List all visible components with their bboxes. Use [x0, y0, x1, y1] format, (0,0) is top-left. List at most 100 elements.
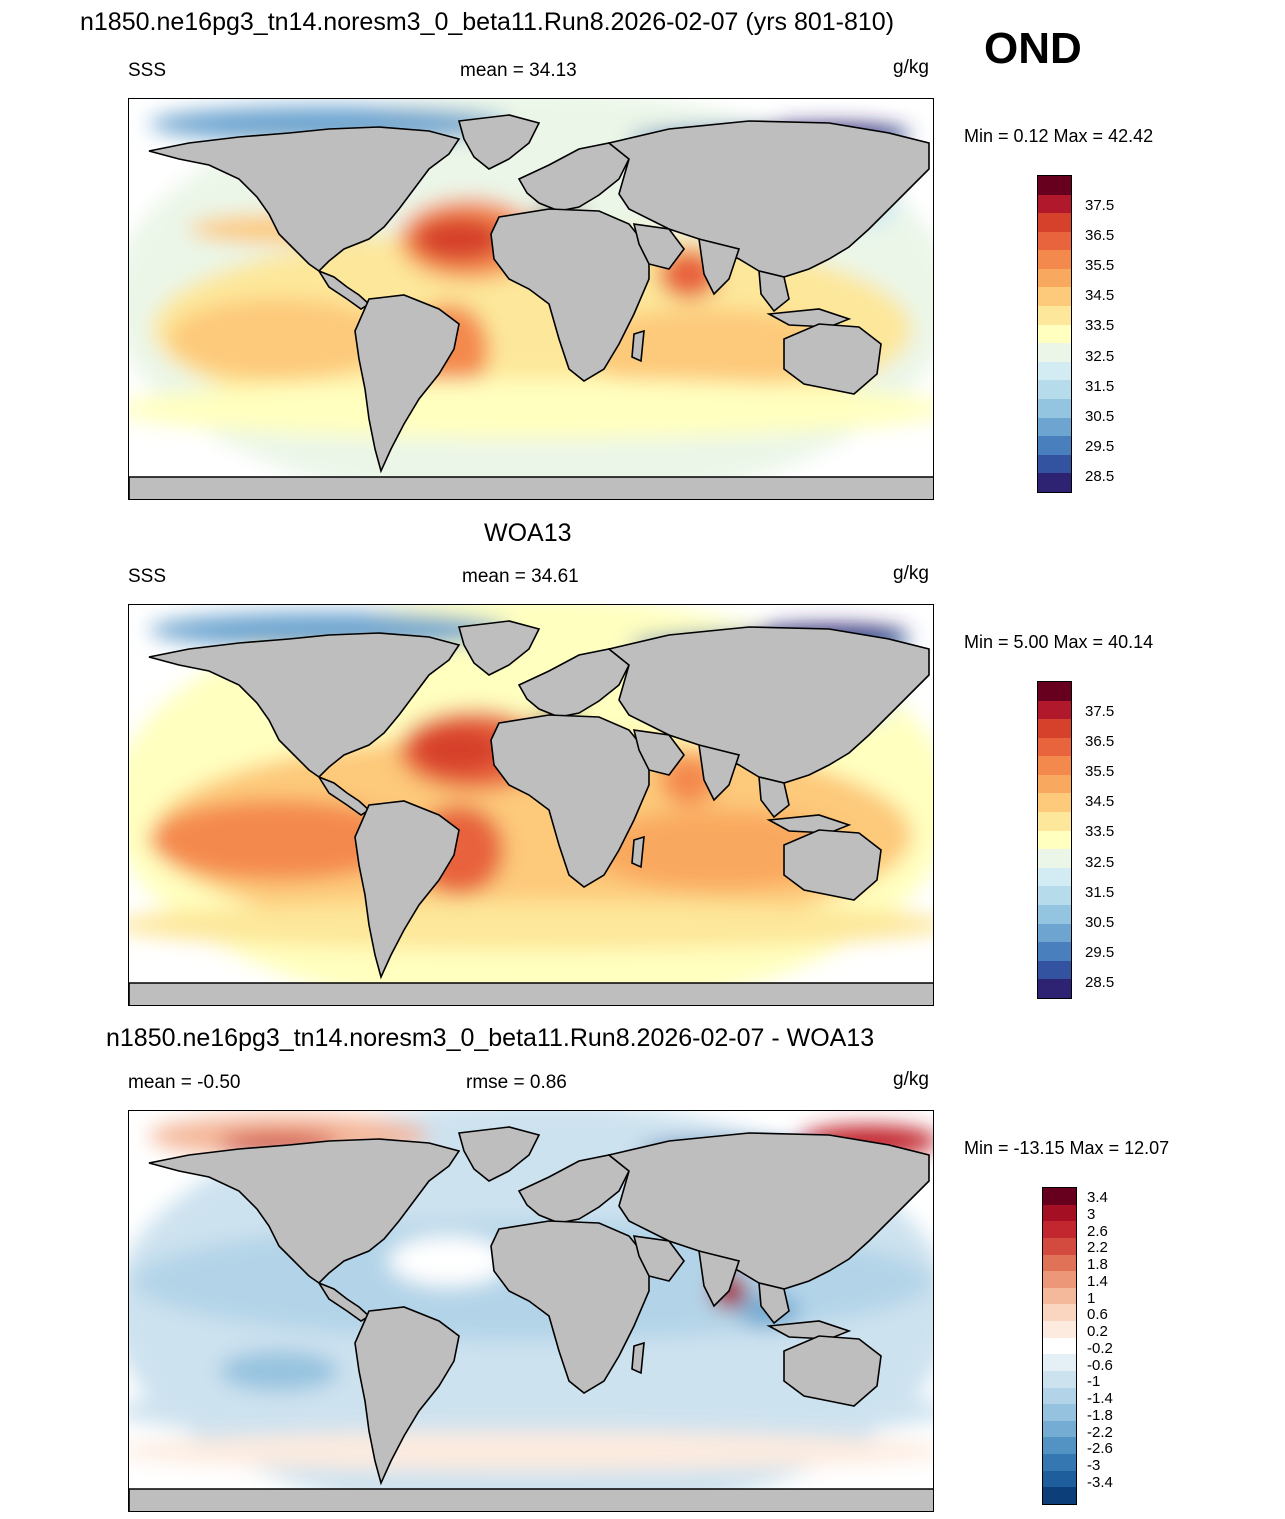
continent-europe — [517, 142, 631, 212]
colorbar-segment — [1038, 473, 1071, 492]
colorbar-segment — [1038, 979, 1071, 998]
salinity-region — [129, 1431, 933, 1471]
continent-seAsia — [758, 1281, 790, 1325]
land-mask — [129, 620, 933, 1005]
colorbar-tick-label: -3.4 — [1087, 1473, 1113, 1491]
colorbar-segment — [1038, 867, 1071, 887]
continent-asia — [607, 1132, 930, 1290]
colorbar-tick-label: -2.2 — [1087, 1423, 1113, 1441]
colorbar-segment — [1043, 1487, 1076, 1504]
continent-arabia — [632, 1235, 685, 1282]
colorbar-tick-label: -0.2 — [1087, 1339, 1113, 1357]
colorbar-tick-label: -2.6 — [1087, 1440, 1113, 1458]
panel-2-colorbar — [1037, 681, 1072, 999]
colorbar-segment — [1038, 324, 1071, 344]
colorbar-tick-label: 31.5 — [1085, 883, 1115, 901]
colorbar-segment — [1043, 1287, 1076, 1305]
colorbar-segment — [1038, 454, 1071, 474]
colorbar-segment — [1038, 793, 1071, 813]
continent-indonesia — [766, 1320, 852, 1340]
colorbar-tick-label: 35.5 — [1085, 257, 1115, 275]
colorbar-tick-label: 34.5 — [1085, 287, 1115, 305]
colorbar-segment — [1038, 737, 1071, 757]
salinity-region — [129, 1381, 933, 1441]
colorbar-segment — [1043, 1437, 1076, 1454]
continent-australia — [783, 829, 882, 901]
colorbar-segment — [1038, 700, 1071, 720]
colorbar-segment — [1043, 1321, 1076, 1338]
colorbar-tick-label: -1.4 — [1087, 1390, 1113, 1407]
salinity-region — [414, 217, 504, 261]
land-mask — [129, 114, 933, 499]
continent-indonesia — [766, 308, 852, 328]
panel-3-colorbar — [1042, 1187, 1077, 1505]
panel-3-center-label: rmse = 0.86 — [466, 1072, 567, 1093]
colorbar-segment — [1038, 250, 1071, 269]
season-label: OND — [984, 24, 1082, 73]
continent-madagascar — [631, 329, 645, 363]
continent-africa — [490, 714, 650, 888]
panel-2-title: WOA13 — [484, 519, 572, 547]
colorbar-segment — [1043, 1204, 1076, 1222]
colorbar-tick-label: 37.5 — [1085, 703, 1115, 720]
panel-1-left-label: SSS — [128, 60, 167, 81]
colorbar-segment — [1038, 287, 1071, 307]
continent-antarctica — [129, 982, 933, 1005]
colorbar-segment — [1043, 1188, 1076, 1205]
continent-india — [698, 1249, 741, 1308]
panel-1-minmax: Min = 0.12 Max = 42.42 — [964, 126, 1154, 146]
continent-india — [698, 743, 741, 802]
colorbar-tick-label: 30.5 — [1085, 407, 1115, 425]
colorbar-segment — [1043, 1254, 1076, 1272]
colorbar-segment — [1038, 361, 1071, 381]
colorbar-segment — [1038, 398, 1071, 418]
continent-africa — [490, 208, 650, 382]
continent-europe — [517, 648, 631, 718]
salinity-region — [129, 379, 933, 439]
colorbar-tick-label: 3 — [1087, 1205, 1096, 1223]
colorbar-tick-label: -0.6 — [1087, 1356, 1113, 1374]
colorbar-segment — [1038, 960, 1071, 980]
colorbar-segment — [1038, 268, 1071, 288]
continent-australia — [783, 1335, 882, 1407]
panel-3-minmax: Min = -13.15 Max = 12.07 — [964, 1138, 1170, 1158]
continent-asia — [607, 626, 930, 784]
colorbar-segment — [1038, 682, 1071, 701]
colorbar-segment — [1038, 812, 1071, 831]
continent-greenland — [457, 620, 541, 676]
colorbar-tick-label: -3 — [1087, 1457, 1101, 1474]
colorbar-segment — [1043, 1387, 1076, 1405]
colorbar-segment — [1038, 849, 1071, 868]
continent-madagascar — [631, 835, 645, 869]
land-mask — [129, 1126, 933, 1511]
salinity-region — [414, 728, 504, 772]
colorbar-segment — [1043, 1354, 1076, 1371]
map-canvas — [129, 1111, 933, 1511]
continent-northAmerica — [148, 126, 461, 273]
panel-2-left-label: SSS — [128, 566, 167, 587]
figure-title: n1850.ne16pg3_tn14.noresm3_0_beta11.Run8… — [80, 8, 895, 36]
colorbar-segment — [1043, 1404, 1076, 1421]
colorbar-tick-label: -1 — [1087, 1373, 1101, 1391]
colorbar-tick-label: 31.5 — [1085, 377, 1115, 395]
continent-europe — [517, 1154, 631, 1224]
panel-2-map — [128, 604, 934, 1006]
colorbar-segment — [1038, 942, 1071, 961]
colorbar-segment — [1043, 1370, 1076, 1388]
panel-1-units: g/kg — [893, 57, 929, 78]
colorbar-tick-label: 1.8 — [1087, 1256, 1108, 1273]
colorbar-segment — [1038, 923, 1071, 943]
colorbar-tick-label: 28.5 — [1085, 973, 1115, 991]
salinity-region — [579, 309, 839, 389]
continent-antarctica — [129, 1488, 933, 1511]
continent-india — [698, 237, 741, 296]
salinity-region — [149, 800, 409, 880]
colorbar-tick-label: 35.5 — [1085, 763, 1115, 781]
panel-3-left-label: mean = -0.50 — [128, 1072, 241, 1093]
colorbar-tick-label: 29.5 — [1085, 437, 1115, 455]
colorbar-segment — [1038, 774, 1071, 794]
panel-1-center-label: mean = 34.13 — [460, 60, 577, 81]
colorbar-segment — [1038, 343, 1071, 362]
panel-3-title: n1850.ne16pg3_tn14.noresm3_0_beta11.Run8… — [106, 1024, 875, 1052]
continent-greenland — [457, 114, 541, 170]
